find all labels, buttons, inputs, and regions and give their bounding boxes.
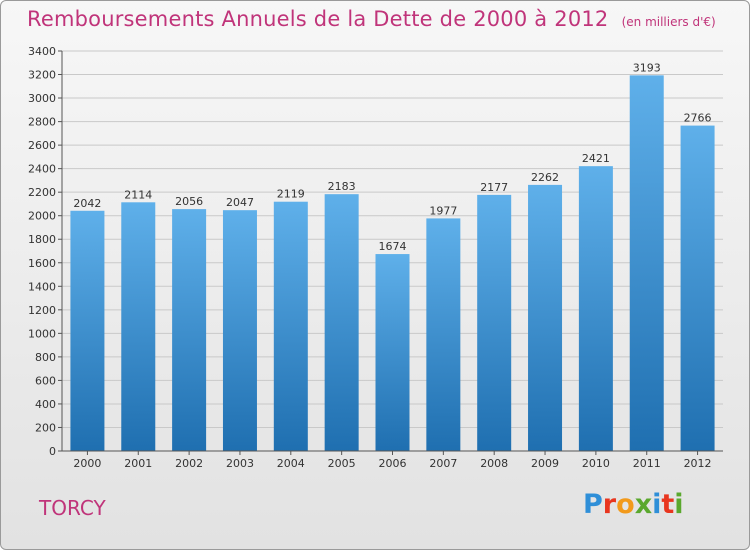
y-tick-label: 600 xyxy=(35,374,56,387)
y-tick-label: 1800 xyxy=(28,233,56,246)
y-tick-label: 1600 xyxy=(28,257,56,270)
x-tick-label: 2011 xyxy=(633,457,661,470)
bar-value-label: 2177 xyxy=(480,181,508,194)
y-tick-label: 2800 xyxy=(28,116,56,129)
bar-value-label: 3193 xyxy=(633,61,661,74)
bar-2001 xyxy=(121,202,156,451)
unit-note: (en milliers d'€) xyxy=(621,15,716,29)
y-tick-label: 2000 xyxy=(28,210,56,223)
bar-2010 xyxy=(578,166,613,452)
bar-2006 xyxy=(375,254,410,451)
bar-2011 xyxy=(629,75,664,452)
proxiti-logo: Proxiti xyxy=(583,489,684,520)
logo-letter: i xyxy=(652,489,662,520)
bar-value-label: 2262 xyxy=(531,171,559,184)
x-tick-label: 2003 xyxy=(226,457,254,470)
y-tick-label: 0 xyxy=(49,445,56,458)
bar-2007 xyxy=(426,218,461,451)
y-tick-label: 3200 xyxy=(28,69,56,82)
x-tick-label: 2004 xyxy=(277,457,305,470)
x-tick-label: 2001 xyxy=(124,457,152,470)
bar-value-label: 2114 xyxy=(124,188,152,201)
y-axis-ticks: 0 200 400 600 800 1000 1200 1400 1600 1800 2000 220… xyxy=(28,45,62,458)
bar-value-label: 2056 xyxy=(175,195,203,208)
y-tick-label: 3000 xyxy=(28,92,56,105)
x-axis-labels: 2000 2001 2002 2003 2004 2005 2006 2007 2008 2009… xyxy=(73,451,712,470)
y-tick-label: 1400 xyxy=(28,280,56,293)
y-tick-label: 400 xyxy=(35,398,56,411)
bars: 2042 2114 2056 2047 2119 2183 1674 1977 2177 2262… xyxy=(70,61,715,452)
bar-value-label: 2119 xyxy=(277,188,305,201)
logo-letter: x xyxy=(634,489,653,520)
y-tick-label: 200 xyxy=(35,421,56,434)
y-tick-label: 1000 xyxy=(28,327,56,340)
x-tick-label: 2006 xyxy=(379,457,407,470)
logo-letter: t xyxy=(661,489,675,520)
x-tick-label: 2009 xyxy=(531,457,559,470)
chart-title: Remboursements Annuels de la Dette de 20… xyxy=(27,7,609,31)
x-tick-label: 2005 xyxy=(328,457,356,470)
title-row: Remboursements Annuels de la Dette de 20… xyxy=(27,7,716,31)
bar-2009 xyxy=(528,184,563,451)
bar-value-label: 2042 xyxy=(73,197,101,210)
bar-2002 xyxy=(172,209,207,451)
x-tick-label: 2010 xyxy=(582,457,610,470)
bar-value-label: 2421 xyxy=(582,152,610,165)
x-tick-label: 2007 xyxy=(429,457,457,470)
x-tick-label: 2008 xyxy=(480,457,508,470)
bar-2012 xyxy=(680,125,715,452)
bar-2003 xyxy=(222,210,257,451)
x-tick-label: 2000 xyxy=(73,457,101,470)
bar-value-label: 2183 xyxy=(328,180,356,193)
commune-name: TORCY xyxy=(39,496,106,520)
bar-2000 xyxy=(70,210,105,451)
bar-value-label: 2047 xyxy=(226,196,254,209)
logo-letter: i xyxy=(674,489,684,520)
x-tick-label: 2012 xyxy=(684,457,712,470)
bar-value-label: 2766 xyxy=(684,112,712,125)
logo-letter: r xyxy=(602,489,617,520)
y-tick-label: 800 xyxy=(35,351,56,364)
y-tick-label: 1200 xyxy=(28,304,56,317)
y-tick-label: 2400 xyxy=(28,163,56,176)
bar-2008 xyxy=(477,194,512,451)
logo-letter: P xyxy=(583,489,603,520)
bar-2005 xyxy=(324,194,359,452)
y-tick-label: 3400 xyxy=(28,45,56,58)
bar-value-label: 1674 xyxy=(379,240,407,253)
logo-letter: o xyxy=(616,489,635,520)
x-tick-label: 2002 xyxy=(175,457,203,470)
y-tick-label: 2200 xyxy=(28,186,56,199)
y-tick-label: 2600 xyxy=(28,139,56,152)
bar-value-label: 1977 xyxy=(429,204,457,217)
bar-2004 xyxy=(273,201,308,451)
